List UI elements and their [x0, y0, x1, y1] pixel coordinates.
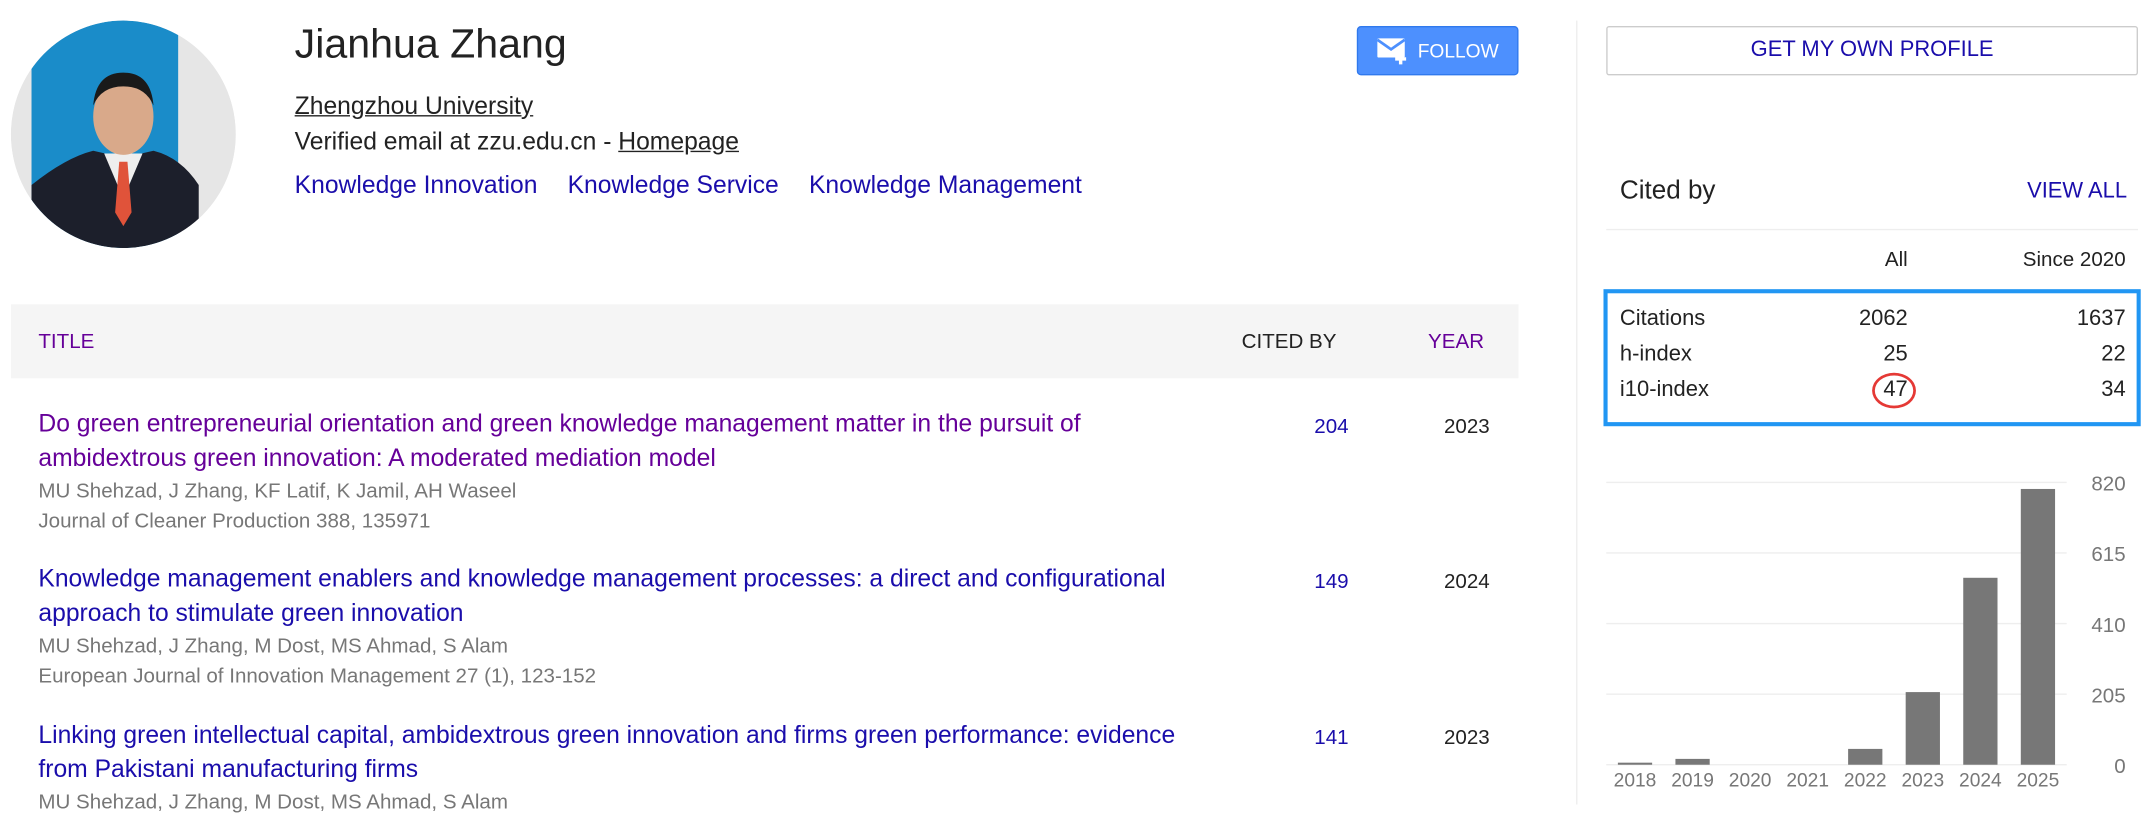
stat-since: 22: [2101, 342, 2126, 366]
citation-stats-highlight: [1603, 289, 2141, 427]
email-text: Verified email at zzu.edu.cn -: [294, 127, 619, 155]
homepage-link[interactable]: Homepage: [618, 127, 739, 155]
publication-title[interactable]: Knowledge management enablers and knowle…: [38, 564, 1166, 627]
profile-name: Jianhua Zhang: [294, 21, 567, 68]
publication-authors: MU Shehzad, J Zhang, M Dost, MS Ahmad, S…: [38, 790, 508, 815]
x-tick-label: 2018: [1614, 771, 1657, 792]
x-tick-label: 2020: [1729, 771, 1772, 792]
x-tick-label: 2019: [1671, 771, 1714, 792]
publication-title[interactable]: Do green entrepreneurial orientation and…: [38, 409, 1081, 472]
interest-link[interactable]: Knowledge Innovation: [294, 171, 538, 199]
bar-2022[interactable]: [1848, 748, 1883, 765]
get-my-own-profile-button[interactable]: GET MY OWN PROFILE: [1606, 26, 2138, 76]
stat-all: 2062: [1858, 306, 1908, 331]
cited-by-count[interactable]: 149: [1314, 570, 1349, 594]
cited-by-header[interactable]: CITED BY: [1241, 330, 1337, 354]
publication-year: 2024: [1443, 570, 1490, 594]
cited-by-count[interactable]: 204: [1314, 415, 1349, 439]
publication-venue: European Journal of Innovation Managemen…: [38, 664, 597, 688]
profile-photo: [10, 20, 236, 249]
citations-chart: 0 205 410 615 820 2018 2019 2020 2021 2022 2023 202…: [1606, 473, 2126, 792]
y-tick-label: 615: [2091, 543, 2125, 566]
sort-by-year[interactable]: YEAR: [1428, 330, 1485, 354]
y-tick-label: 205: [2091, 684, 2125, 707]
y-tick-label: 0: [2114, 755, 2125, 778]
divider: [1606, 228, 2138, 231]
cited-by-title: Cited by: [1619, 176, 1716, 206]
column-divider: [1576, 20, 1578, 805]
stat-label: h-index: [1619, 342, 1692, 366]
follow-button[interactable]: FOLLOW: [1356, 26, 1519, 76]
publication-year: 2023: [1443, 415, 1490, 439]
bar-2024[interactable]: [1963, 577, 1998, 765]
stat-since: 1637: [2076, 306, 2126, 331]
interest-link[interactable]: Knowledge Service: [567, 171, 779, 199]
publication-venue: Journal of Cleaner Production 388, 13597…: [38, 509, 431, 534]
stat-label: Citations: [1619, 306, 1706, 331]
sort-by-title[interactable]: TITLE: [38, 330, 95, 354]
col-since-header: Since 2020: [2022, 248, 2126, 272]
x-tick-label: 2022: [1844, 771, 1887, 792]
y-tick-label: 410: [2091, 614, 2125, 637]
bar-2019[interactable]: [1675, 758, 1710, 765]
bar-2023[interactable]: [1905, 692, 1940, 765]
bar-2025[interactable]: [2020, 488, 2056, 765]
mail-plus-icon: [1377, 38, 1407, 65]
x-tick-label: 2024: [1959, 771, 2002, 792]
stat-label: i10-index: [1619, 378, 1709, 402]
annotation-circle: [1872, 372, 1916, 409]
x-tick-label: 2025: [2017, 771, 2060, 792]
verified-email: Verified email at zzu.edu.cn - Homepage: [295, 127, 739, 156]
person-photo-icon: [10, 20, 236, 249]
x-tick-label: 2021: [1786, 771, 1829, 792]
stat-all: 25: [1883, 342, 1908, 366]
table-header: [10, 304, 1519, 379]
affiliation-link[interactable]: Zhengzhou University: [294, 91, 534, 120]
research-interests: Knowledge Innovation Knowledge Service K…: [295, 171, 1106, 200]
follow-label: FOLLOW: [1417, 39, 1499, 62]
cited-by-count[interactable]: 141: [1314, 726, 1349, 750]
publication-title[interactable]: Linking green intellectual capital, ambi…: [38, 720, 1176, 783]
col-all-header: All: [1884, 248, 1908, 272]
y-tick-label: 820: [2091, 473, 2125, 496]
bar-2018[interactable]: [1617, 762, 1653, 765]
interest-link[interactable]: Knowledge Management: [808, 171, 1082, 199]
publication-authors: MU Shehzad, J Zhang, M Dost, MS Ahmad, S…: [38, 634, 508, 658]
publication-year: 2023: [1443, 726, 1490, 750]
stat-since: 34: [2101, 378, 2126, 402]
view-all-link[interactable]: VIEW ALL: [2027, 179, 2128, 203]
x-tick-label: 2023: [1901, 771, 1944, 792]
publication-authors: MU Shehzad, J Zhang, KF Latif, K Jamil, …: [38, 479, 517, 503]
